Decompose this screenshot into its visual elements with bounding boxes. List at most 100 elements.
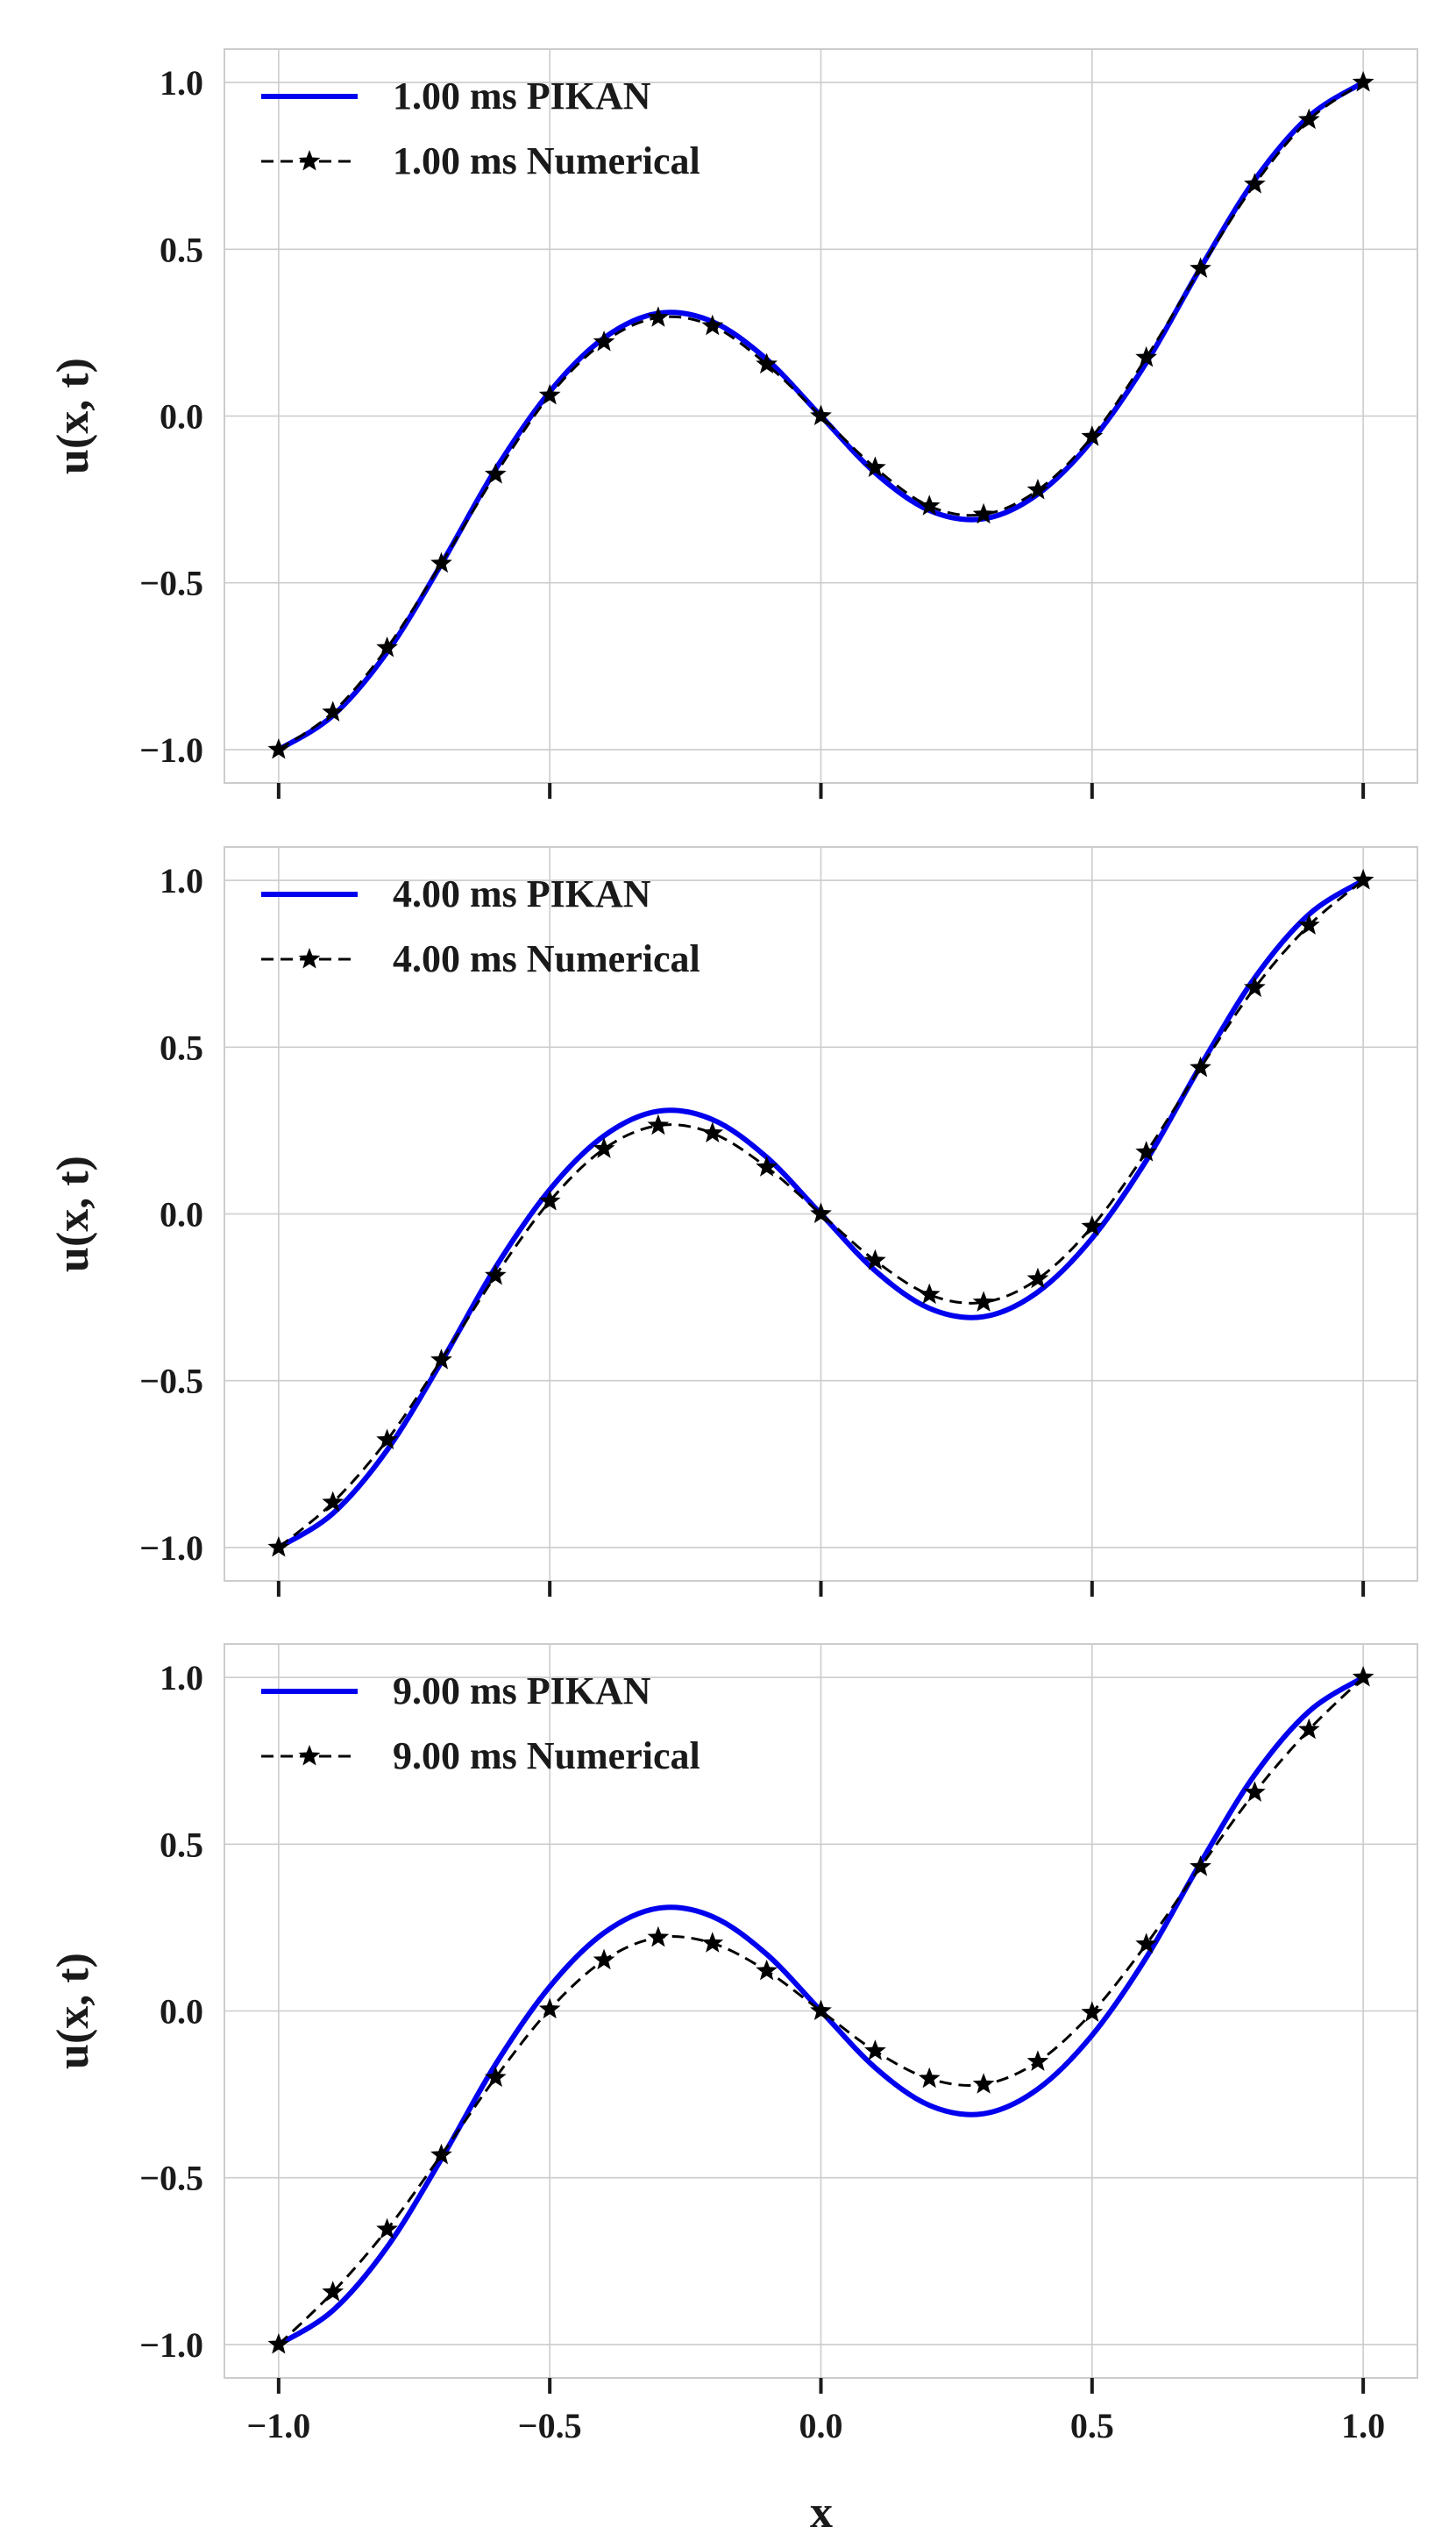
numerical-star-marker [593,331,615,352]
numerical-star-marker [1244,173,1266,194]
numerical-star-marker [1135,345,1158,367]
legend-star-icon [298,948,321,969]
numerical-star-marker [1244,976,1266,998]
numerical-star-marker [267,2332,290,2354]
y-tick-label: 0.5 [160,230,203,269]
numerical-series-line [278,81,1364,751]
numerical-star-marker [1135,1141,1158,1162]
numerical-star-marker [864,2039,886,2060]
numerical-star-marker [322,701,344,722]
numerical-star-marker [430,1349,452,1370]
numerical-star-marker [484,2066,507,2088]
y-tick-label: 0.5 [160,1825,203,1864]
numerical-star-marker [701,1932,724,1953]
x-tick-label: 0.0 [799,2406,843,2445]
numerical-star-marker [484,463,507,484]
panel-9ms: −1.0 −0.5 0.0 0.5 1.0 1.0 0.5 0.0 −0.5 −1.0 u(x, t… [48,1643,1418,2445]
numerical-star-marker [972,1291,995,1312]
numerical-star-marker [1081,1214,1104,1236]
numerical-star-marker [267,1535,290,1557]
numerical-star-marker [918,2067,941,2089]
y-tick-label: −1.0 [139,730,203,770]
numerical-star-marker [538,1190,561,1211]
numerical-star-marker [647,306,670,327]
numerical-star-marker [972,2073,995,2094]
legend-pikan-label: 9.00 ms PIKAN [393,1669,651,1712]
x-tick-label: −0.5 [518,2406,582,2445]
numerical-star-marker [1352,1666,1374,1687]
y-axis-label: u(x, t) [48,1953,98,2069]
numerical-star-marker [267,737,290,759]
numerical-star-marker [647,1114,670,1135]
numerical-star-marker [756,1959,778,1981]
numerical-star-marker [1297,914,1320,935]
numerical-star-marker [1297,108,1320,130]
numerical-star-marker [864,1249,886,1270]
legend-numerical-label: 9.00 ms Numerical [393,1734,700,1777]
legend-star-icon [298,1745,321,1766]
numerical-star-marker [430,2143,452,2165]
numerical-star-marker [538,383,561,405]
y-tick-label: −1.0 [139,1528,203,1568]
x-axis-label: x [810,2488,833,2537]
y-axis-label: u(x, t) [48,358,98,474]
numerical-star-marker [810,1202,832,1224]
numerical-star-marker [1081,425,1104,446]
numerical-star-marker [918,1283,941,1305]
numerical-star-marker [918,495,941,516]
numerical-star-marker [376,636,398,658]
numerical-star-marker [756,352,778,374]
numerical-star-marker [701,314,724,336]
numerical-star-marker [972,502,995,524]
y-axis-label: u(x, t) [48,1156,98,1272]
numerical-star-marker [1081,2001,1104,2022]
legend-numerical-label: 1.00 ms Numerical [393,139,700,182]
legend-numerical-label: 4.00 ms Numerical [393,937,700,980]
numerical-star-marker [1026,1267,1049,1289]
numerical-star-marker [593,1948,615,1970]
y-tick-label: 1.0 [160,63,203,103]
numerical-star-marker [376,1428,398,1449]
numerical-star-marker [1026,2050,1049,2071]
numerical-series-line [277,879,1365,1549]
panel-1ms: 1.0 0.5 0.0 −0.5 −1.0 u(x, t) 1.00 ms PIKAN 1.0… [48,48,1418,799]
legend-star-icon [298,150,321,171]
y-tick-label: −0.5 [139,2159,203,2198]
numerical-star-marker [864,456,886,477]
numerical-star-marker [647,1925,670,1947]
numerical-star-marker [810,404,832,426]
y-tick-label: 1.0 [160,861,203,900]
numerical-star-marker [1190,1855,1211,1876]
numerical-star-marker [538,1997,561,2019]
numerical-star-marker [756,1156,778,1177]
legend-pikan-label: 4.00 ms PIKAN [393,872,651,915]
y-tick-label: 1.0 [160,1658,203,1697]
numerical-star-marker [810,1999,832,2021]
numerical-star-marker [1244,1781,1266,1802]
y-tick-label: −0.5 [139,1362,203,1401]
numerical-star-marker [430,552,452,573]
numerical-star-marker [1190,257,1211,278]
legend-pikan-label: 1.00 ms PIKAN [393,75,651,117]
numerical-star-marker [376,2217,398,2239]
y-tick-label: 0.5 [160,1028,203,1067]
y-tick-label: 0.0 [160,1195,203,1235]
numerical-star-marker [322,1491,344,1512]
numerical-star-marker [701,1121,724,1142]
numerical-star-marker [1352,869,1374,890]
numerical-star-marker [1297,1718,1320,1740]
panel-4ms: 1.0 0.5 0.0 −0.5 −1.0 u(x, t) 4.00 ms PIKAN 4.0… [48,846,1418,1597]
y-tick-label: 0.0 [160,397,203,437]
numerical-star-marker [1135,1932,1158,1954]
x-tick-label: 1.0 [1341,2406,1385,2445]
numerical-star-marker [484,1263,507,1285]
numerical-star-marker [1352,71,1374,92]
numerical-star-marker [593,1137,615,1158]
numerical-star-marker [322,2281,344,2302]
numerical-star-marker [1026,478,1049,500]
y-tick-label: −0.5 [139,564,203,603]
x-tick-label: −1.0 [246,2406,310,2445]
x-tick-label: 0.5 [1070,2406,1114,2445]
y-tick-label: −1.0 [139,2325,203,2365]
